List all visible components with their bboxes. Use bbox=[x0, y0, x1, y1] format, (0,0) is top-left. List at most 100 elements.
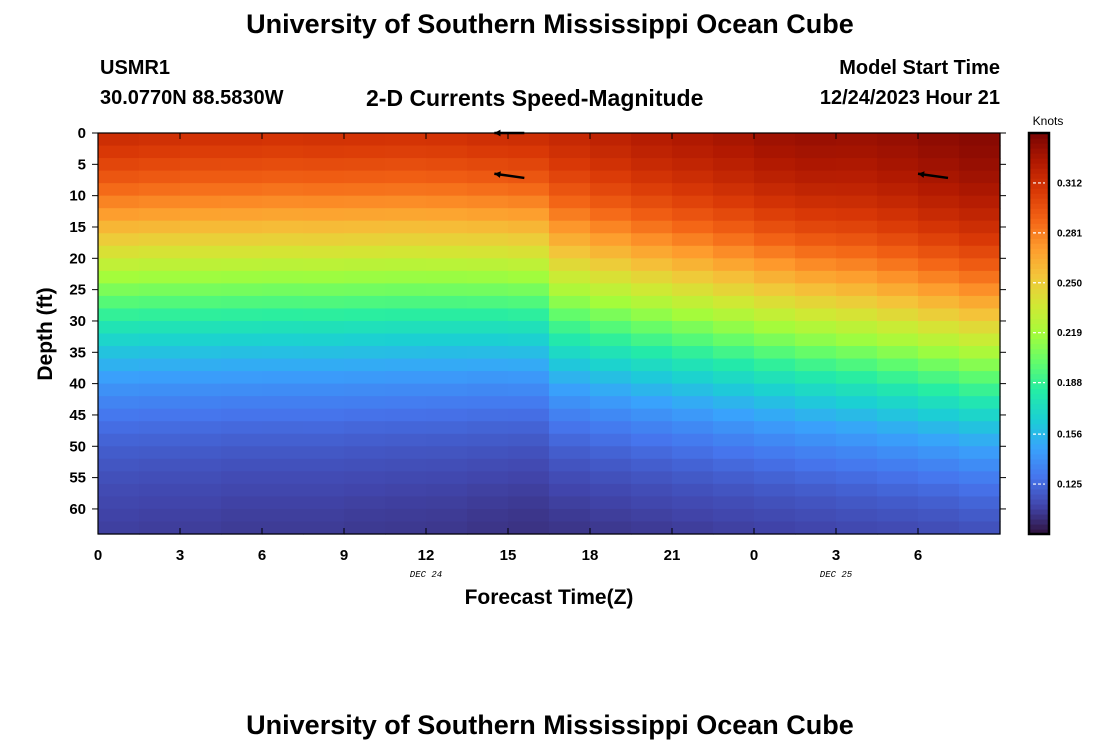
colorbar-segment bbox=[1029, 278, 1049, 284]
heatmap-cell bbox=[877, 483, 919, 498]
heatmap-cell bbox=[713, 471, 755, 485]
heatmap-cell bbox=[385, 408, 427, 422]
heatmap-cell bbox=[139, 521, 181, 535]
heatmap-cell bbox=[877, 508, 919, 523]
heatmap-cell bbox=[877, 258, 919, 272]
heatmap-cell bbox=[631, 496, 673, 510]
heatmap-cell bbox=[262, 233, 304, 247]
heatmap-cell bbox=[180, 320, 222, 335]
heatmap-cell bbox=[262, 371, 304, 385]
heatmap-cell bbox=[672, 170, 714, 184]
heatmap-cell bbox=[918, 396, 960, 410]
heatmap-cell bbox=[918, 371, 960, 385]
colorbar-segment bbox=[1029, 498, 1049, 505]
heatmap-cell bbox=[221, 483, 263, 498]
heatmap-cell bbox=[426, 383, 468, 397]
heatmap-cell bbox=[836, 358, 878, 372]
colorbar-segment bbox=[1029, 408, 1049, 415]
heatmap-cell bbox=[795, 258, 837, 272]
heatmap-cell bbox=[262, 496, 304, 510]
heatmap-cell bbox=[590, 446, 632, 460]
heatmap-cell bbox=[549, 446, 591, 460]
heatmap-cell bbox=[344, 195, 386, 209]
heatmap-cell bbox=[221, 446, 263, 460]
colorbar-segment bbox=[1029, 393, 1049, 400]
heatmap-cell bbox=[180, 371, 222, 385]
colorbar-segment bbox=[1029, 523, 1049, 530]
heatmap-cell bbox=[344, 170, 386, 184]
heatmap-cell bbox=[139, 383, 181, 397]
heatmap-cell bbox=[754, 145, 796, 159]
heatmap-cell bbox=[836, 371, 878, 385]
colorbar-segment bbox=[1029, 233, 1049, 239]
heatmap-cell bbox=[959, 283, 1001, 297]
heatmap-cell bbox=[426, 521, 468, 535]
heatmap-cell bbox=[877, 320, 919, 335]
colorbar-segment bbox=[1029, 308, 1049, 315]
colorbar-segment bbox=[1029, 463, 1049, 470]
heatmap-cell bbox=[98, 233, 140, 247]
heatmap-cell bbox=[98, 346, 140, 360]
heatmap-cell bbox=[385, 270, 427, 284]
heatmap-cell bbox=[344, 458, 386, 472]
heatmap-cell bbox=[139, 170, 181, 184]
colorbar-segment bbox=[1029, 293, 1049, 300]
heatmap-cell bbox=[508, 295, 550, 310]
heatmap-cell bbox=[549, 521, 591, 535]
heatmap-cell bbox=[139, 421, 181, 435]
heatmap-cell bbox=[467, 233, 509, 247]
heatmap-cell bbox=[795, 245, 837, 259]
heatmap-cell bbox=[303, 220, 345, 234]
heatmap-cell bbox=[631, 458, 673, 472]
heatmap-cell bbox=[508, 233, 550, 247]
heatmap-cell bbox=[590, 483, 632, 498]
heatmap-cell bbox=[508, 458, 550, 472]
heatmap-cell bbox=[426, 195, 468, 209]
heatmap-cell bbox=[590, 521, 632, 535]
heatmap-cell bbox=[713, 195, 755, 209]
heatmap-cell bbox=[426, 333, 468, 347]
heatmap-cell bbox=[303, 371, 345, 385]
heatmap-cell bbox=[139, 308, 181, 322]
heatmap-cell bbox=[713, 358, 755, 372]
colorbar-segment bbox=[1029, 223, 1049, 229]
colorbar-segment bbox=[1029, 148, 1049, 154]
heatmap-cell bbox=[549, 183, 591, 197]
heatmap-cell bbox=[672, 433, 714, 447]
heatmap-cell bbox=[631, 358, 673, 372]
colorbar-segment bbox=[1029, 433, 1049, 440]
heatmap-cell bbox=[221, 133, 263, 147]
heatmap-cell bbox=[344, 446, 386, 460]
heatmap-cell bbox=[754, 408, 796, 422]
heatmap-cell bbox=[426, 170, 468, 184]
heatmap-cell bbox=[877, 245, 919, 259]
heatmap-cell bbox=[713, 446, 755, 460]
heatmap-cell bbox=[426, 133, 468, 147]
heatmap-cell bbox=[303, 170, 345, 184]
heatmap-cell bbox=[590, 195, 632, 209]
heatmap-cell bbox=[262, 245, 304, 259]
heatmap-cell bbox=[508, 508, 550, 523]
heatmap-cell bbox=[795, 521, 837, 535]
heatmap-cell bbox=[98, 333, 140, 347]
heatmap-cell bbox=[262, 308, 304, 322]
colorbar-segment bbox=[1029, 263, 1049, 269]
heatmap-cell bbox=[262, 145, 304, 159]
colorbar-segment bbox=[1029, 203, 1049, 209]
heatmap-cell bbox=[918, 446, 960, 460]
heatmap-cell bbox=[467, 496, 509, 510]
heatmap-cell bbox=[836, 295, 878, 310]
y-tick-label: 45 bbox=[69, 407, 86, 424]
heatmap-cell bbox=[385, 283, 427, 297]
heatmap-cell bbox=[344, 396, 386, 410]
heatmap-cell bbox=[221, 471, 263, 485]
heatmap-cell bbox=[303, 433, 345, 447]
heatmap-cell bbox=[262, 483, 304, 498]
heatmap-cell bbox=[795, 308, 837, 322]
heatmap-cell bbox=[221, 295, 263, 310]
heatmap-cell bbox=[139, 496, 181, 510]
heatmap-cell bbox=[426, 471, 468, 485]
heatmap-cell bbox=[713, 220, 755, 234]
heatmap-cell bbox=[139, 145, 181, 159]
heatmap-cell bbox=[713, 270, 755, 284]
